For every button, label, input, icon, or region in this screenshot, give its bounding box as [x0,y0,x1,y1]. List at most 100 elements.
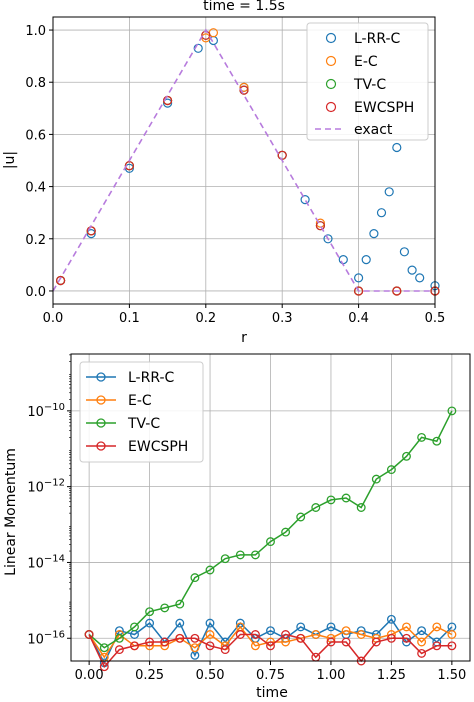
data-point [315,221,325,231]
data-point [399,247,409,257]
y-tick-label: 10−16 [27,629,65,647]
data-point [160,603,170,613]
data-point [415,273,425,283]
data-point [402,633,411,643]
legend-marker-tv-c [96,418,106,428]
data-point [369,229,379,239]
x-tick-label: 1.50 [437,668,466,683]
legend-frame [306,22,429,141]
x-tick-label: 0.5 [425,311,446,326]
data-point [386,465,396,475]
data-point [296,622,306,632]
data-point [300,195,310,205]
data-point [99,643,109,653]
data-point [356,630,366,639]
data-point [296,633,306,643]
data-point [175,633,185,643]
data-point [417,626,427,636]
legend-marker-l-rr-c [96,372,106,382]
series-ewcsph [84,630,457,672]
x-tick-label: 0.4 [348,311,369,326]
legend-marker-e-c [96,395,106,405]
data-point [432,641,442,651]
series-tv-c [84,406,457,653]
legend: L-RR-C E-C TV-C EWCSPH exact [306,22,429,141]
data-point [323,234,333,244]
axis-ticks: 0.00 0.25 0.50 0.75 1.00 1.25 1.50 10−16 10−14 10… [27,354,466,683]
series-line [88,633,452,669]
data-point [250,550,260,560]
legend-label-ewcsph: EWCSPH [128,439,188,455]
data-point [84,630,94,639]
data-point [417,432,427,442]
data-point [386,633,396,643]
data-point [341,493,351,503]
x-tick-label: 0.1 [119,311,140,326]
y-tick-label: 10−14 [27,553,65,571]
data-point [402,451,411,461]
legend-label-exact: exact [354,122,393,138]
plot-area [84,406,457,672]
y-tick-label: 10−10 [27,402,65,420]
legend-marker-ewcsph [96,441,106,451]
data-point [417,637,427,647]
x-tick-label: 1.25 [377,668,406,683]
data-point [205,565,215,575]
x-axis-label: time [256,685,288,701]
data-point [205,641,215,651]
y-axis-label: |u| [2,151,18,169]
data-point [417,648,427,658]
data-point [130,641,139,651]
x-tick-label: 0.0 [43,311,64,326]
data-point [341,626,351,636]
series-exact [52,28,435,292]
legend-label-tv-c: TV-C [353,77,386,93]
data-point [163,98,173,108]
y-tick-label: 0.4 [25,181,46,196]
data-point [175,618,185,628]
data-point [354,273,364,283]
series-ewcsph [55,30,440,296]
data-point [341,637,351,647]
data-point [281,527,291,537]
legend-marker-ewcsph [325,101,337,113]
legend-label-e-c: E-C [128,393,152,409]
data-point [99,662,109,672]
axis-ticks: 0.0 0.1 0.2 0.3 0.4 0.5 0.0 0.2 0.4 0.6 0.8 1.0 [25,24,445,326]
data-point [326,637,336,647]
data-point [311,630,321,639]
data-point [447,641,457,651]
data-point [371,637,381,647]
legend-label-e-c: E-C [354,54,378,70]
legend-frame [79,361,204,463]
data-point [220,645,230,655]
x-tick-label: 0.2 [195,311,216,326]
data-point [145,618,155,628]
data-point [205,630,215,639]
y-tick-label: 0.0 [25,285,46,300]
y-axis-label: Linear Momentum [3,448,19,576]
data-point [402,622,411,632]
data-point [250,630,260,639]
legend-label-ewcsph: EWCSPH [354,100,414,116]
data-point [250,641,260,651]
data-point [281,630,291,639]
x-tick-label: 0.50 [196,668,225,683]
data-point [114,633,124,643]
legend: L-RR-C E-C TV-C EWCSPH [79,361,204,463]
exact-line [52,28,435,292]
data-point [114,645,124,655]
y-tick-label: 1.0 [25,24,46,39]
data-point [235,630,245,639]
x-axis-label: r [241,330,247,346]
data-point [130,622,139,632]
data-point [356,503,366,512]
series-line [88,618,453,665]
data-point [407,265,417,275]
data-point [371,474,381,484]
data-point [239,85,249,95]
data-point [384,187,394,197]
x-tick-label: 0.3 [272,311,293,326]
series-line [88,410,453,649]
data-point [86,229,96,239]
